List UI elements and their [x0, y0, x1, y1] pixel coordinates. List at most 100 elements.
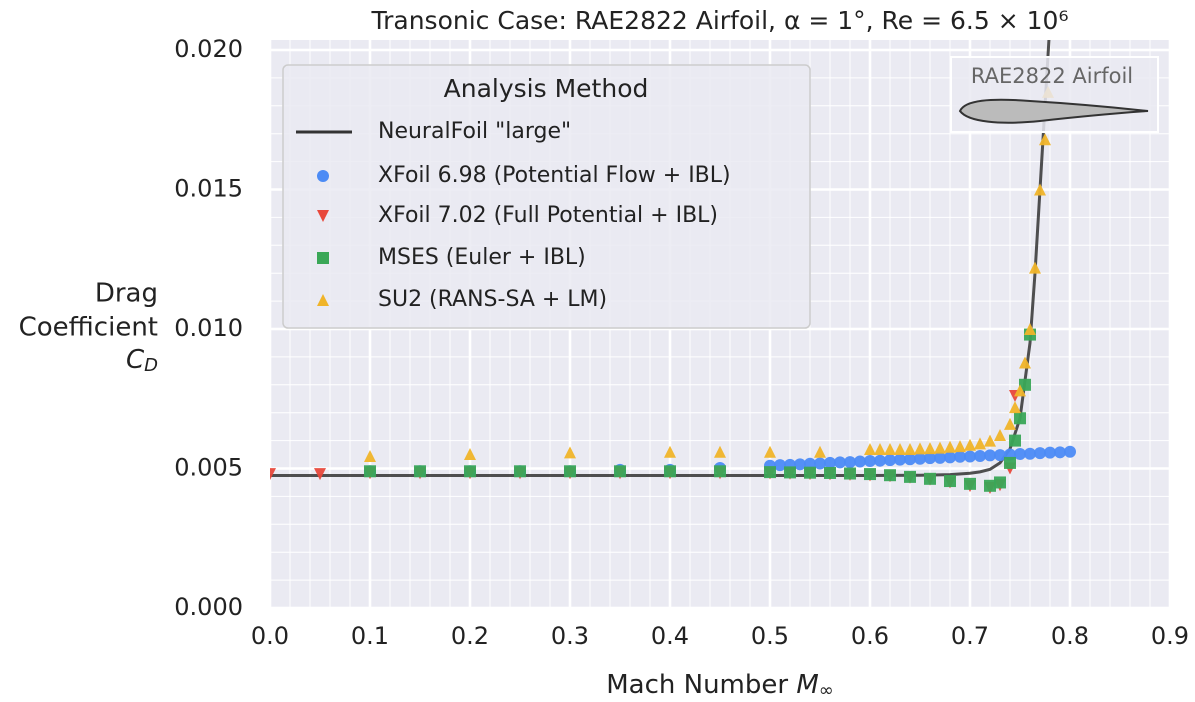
- marker: [1034, 183, 1046, 196]
- marker: [1014, 384, 1026, 397]
- marker: [317, 210, 329, 222]
- marker: [824, 466, 836, 479]
- x-label-text: Mach Number: [606, 670, 788, 700]
- airfoil-shape: [958, 98, 1149, 124]
- marker: [317, 294, 329, 306]
- marker: [944, 440, 956, 453]
- marker: [894, 442, 906, 455]
- marker: [1019, 378, 1031, 391]
- y-tick-label: 0.020: [174, 35, 243, 63]
- marker: [1024, 447, 1036, 460]
- legend-title: Analysis Method: [444, 74, 649, 103]
- chart-title: Transonic Case: RAE2822 Airfoil, α = 1°,…: [371, 6, 1069, 35]
- marker: [270, 468, 276, 481]
- marker: [1004, 417, 1016, 430]
- marker: [614, 465, 626, 478]
- y-label-symbol-letter: C: [126, 345, 145, 375]
- marker: [934, 441, 946, 454]
- marker: [924, 442, 936, 455]
- marker: [664, 465, 676, 478]
- marker: [884, 442, 896, 455]
- marker: [844, 456, 856, 469]
- marker: [464, 447, 476, 460]
- inset: RAE2822 Airfoil: [950, 56, 1159, 133]
- marks: [270, 40, 1076, 495]
- marker: [794, 458, 806, 471]
- marker: [804, 466, 816, 479]
- y-tick-label: 0.015: [174, 175, 243, 203]
- marker: [984, 449, 996, 462]
- legend-label: NeuralFoil "large": [378, 119, 571, 144]
- x-label-symbol: M: [796, 670, 818, 700]
- marker: [1014, 412, 1026, 425]
- marker: [934, 451, 946, 464]
- marker: [784, 466, 796, 479]
- marker: [984, 434, 996, 447]
- marker: [854, 455, 866, 468]
- marker: [954, 450, 966, 463]
- marker: [764, 466, 776, 479]
- legend-label: MSES (Euler + IBL): [378, 245, 586, 270]
- marker: [664, 445, 676, 458]
- marker: [1004, 456, 1016, 469]
- marker: [564, 465, 576, 478]
- y-tick-label: 0.010: [174, 314, 243, 342]
- marker: [964, 477, 976, 490]
- x-label-subscript: ∞: [819, 680, 834, 701]
- marker: [814, 457, 826, 470]
- legend-label: XFoil 6.98 (Potential Flow + IBL): [378, 163, 731, 188]
- marker: [974, 437, 986, 450]
- marker: [924, 452, 936, 465]
- marker: [864, 442, 876, 455]
- marker: [1064, 445, 1076, 458]
- marker: [1009, 401, 1021, 414]
- marker: [914, 452, 926, 465]
- marker: [904, 470, 916, 483]
- legend-label: XFoil 7.02 (Full Potential + IBL): [378, 203, 718, 228]
- x-tick-label: 0.2: [451, 622, 489, 650]
- y-label-line: Drag: [95, 279, 158, 309]
- marker: [904, 453, 916, 466]
- x-tick-label: 0.1: [351, 622, 389, 650]
- x-axis-label: Mach Number M∞: [606, 670, 834, 702]
- marker: [764, 445, 776, 458]
- marker: [884, 469, 896, 482]
- marker: [944, 451, 956, 464]
- marker: [874, 454, 886, 467]
- marker: [994, 449, 1006, 462]
- marker: [1024, 323, 1036, 335]
- marker: [464, 465, 476, 478]
- marker: [884, 454, 896, 467]
- marker: [994, 429, 1006, 442]
- marker: [864, 468, 876, 481]
- y-label-subscript: D: [144, 355, 158, 376]
- legend: Analysis Method NeuralFoil "large" XFoil …: [282, 64, 811, 329]
- marker: [814, 445, 826, 458]
- marker: [1014, 447, 1026, 460]
- marker: [844, 467, 856, 480]
- y-tick-label: 0.005: [174, 454, 243, 482]
- marker: [317, 170, 329, 182]
- marker: [514, 465, 526, 478]
- marker: [1054, 446, 1066, 459]
- marker: [954, 440, 966, 453]
- marker: [564, 446, 576, 459]
- marker: [964, 438, 976, 451]
- marker: [1044, 446, 1056, 459]
- marker: [364, 465, 376, 478]
- marker: [1034, 447, 1046, 460]
- y-tick-label: 0.000: [174, 593, 243, 621]
- x-tick-label: 0.8: [1051, 622, 1089, 650]
- marker: [317, 252, 329, 264]
- marker: [364, 449, 376, 462]
- marker: [924, 472, 936, 485]
- marker: [834, 456, 846, 469]
- marker: [824, 456, 836, 469]
- x-tick-label: 0.6: [851, 622, 889, 650]
- marker: [714, 465, 726, 478]
- marker: [1019, 356, 1031, 369]
- marker: [994, 476, 1006, 489]
- marker: [974, 449, 986, 462]
- x-tick-label: 0.5: [751, 622, 789, 650]
